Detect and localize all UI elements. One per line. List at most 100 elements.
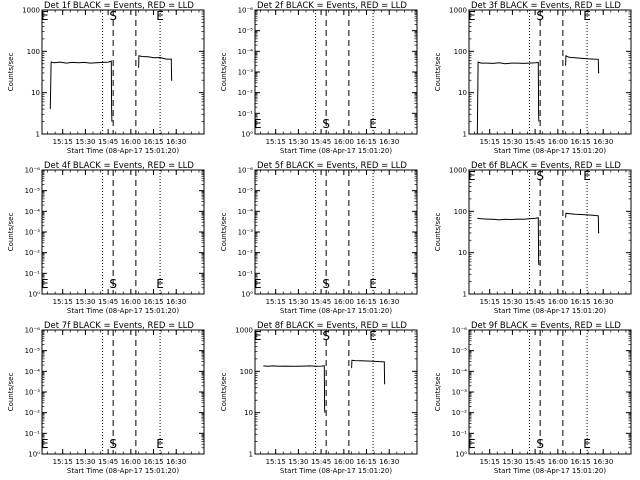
x-tick-label: 16:15 — [143, 298, 163, 306]
panel-title: Det 2f BLACK = Events, RED = LLD — [257, 1, 407, 11]
x-tick-label: 16:30 — [166, 298, 186, 306]
series-line — [565, 212, 600, 234]
detector-panel-1: Det 1f BLACK = Events, RED = LLD 1 10 100 10… — [7, 1, 205, 155]
panel-title: Det 7f BLACK = Events, RED = LLD — [44, 321, 194, 331]
time-marker-e: E — [583, 9, 591, 23]
x-tick-label: 15:15 — [266, 138, 286, 146]
x-tick-label: 16:15 — [570, 138, 590, 146]
y-axis-label: Counts/sec — [434, 53, 442, 92]
x-tick-label: 15:30 — [75, 138, 95, 146]
time-marker-e: E — [41, 9, 49, 23]
x-tick-label: 15:45 — [98, 138, 118, 146]
x-tick-label: 15:30 — [288, 458, 308, 466]
x-tick-label: 15:15 — [266, 298, 286, 306]
x-tick-label: 16:00 — [548, 138, 568, 146]
time-marker-e: E — [369, 117, 377, 131]
y-tick-label: 1 — [463, 131, 467, 139]
y-tick-label: 10⁻³ — [25, 229, 41, 237]
series-line — [263, 365, 326, 413]
time-marker-e: E — [583, 437, 591, 451]
y-axis-label: Counts/sec — [220, 373, 228, 412]
x-tick-label: 15:30 — [502, 138, 522, 146]
x-tick-label: 16:15 — [356, 458, 376, 466]
series-line — [49, 60, 113, 122]
x-tick-label: 16:15 — [356, 138, 376, 146]
y-tick-label: 1000 — [449, 7, 467, 15]
y-tick-label: 10⁻¹ — [25, 270, 41, 278]
panel-title: Det 3f BLACK = Events, RED = LLD — [471, 1, 621, 11]
y-tick-label: 10⁰ — [241, 131, 253, 139]
x-axis-label: Start Time (08-Apr-17 15:01:20) — [494, 467, 606, 475]
x-tick-label: 15:30 — [288, 298, 308, 306]
y-tick-label: 1 — [249, 451, 253, 459]
y-tick-label: 10⁻⁴ — [452, 368, 468, 376]
panel-title: Det 4f BLACK = Events, RED = LLD — [44, 161, 194, 171]
plot-frame — [41, 169, 205, 295]
x-tick-label: 15:45 — [311, 458, 331, 466]
time-marker-e: E — [254, 277, 262, 291]
y-tick-label: 1000 — [449, 167, 467, 175]
x-tick-label: 15:30 — [502, 298, 522, 306]
y-tick-label: 10⁻⁵ — [25, 187, 41, 195]
x-axis-label: Start Time (08-Apr-17 15:01:20) — [494, 147, 606, 155]
time-marker-s: S — [322, 329, 330, 343]
plot-frame — [254, 329, 418, 455]
detector-panel-7: Det 7f BLACK = Events, RED = LLD 10⁰ 10⁻¹ 1… — [7, 321, 205, 475]
time-marker-e: E — [41, 277, 49, 291]
y-tick-label: 10⁻⁵ — [452, 347, 468, 355]
time-marker-e: E — [156, 277, 164, 291]
y-tick-label: 10⁻¹ — [25, 430, 41, 438]
time-marker-e: E — [254, 329, 262, 343]
series-line — [477, 217, 540, 266]
y-tick-label: 100 — [27, 48, 40, 56]
panel-title: Det 8f BLACK = Events, RED = LLD — [257, 321, 407, 331]
time-marker-s: S — [322, 277, 330, 291]
time-marker-s: S — [322, 117, 330, 131]
y-tick-label: 10⁻⁴ — [238, 208, 254, 216]
detector-panel-6: Det 6f BLACK = Events, RED = LLD 1 10 100 10… — [434, 161, 632, 315]
panel-title: Det 1f BLACK = Events, RED = LLD — [44, 1, 194, 11]
detector-panel-4: Det 4f BLACK = Events, RED = LLD 10⁰ 10⁻¹ 1… — [7, 161, 205, 315]
y-axis-label: Counts/sec — [7, 53, 15, 92]
y-tick-label: 10⁻³ — [452, 389, 468, 397]
time-marker-s: S — [536, 437, 544, 451]
series-line — [476, 61, 540, 135]
x-axis-label: Start Time (08-Apr-17 15:01:20) — [280, 467, 392, 475]
x-axis-label: Start Time (08-Apr-17 15:01:20) — [280, 147, 392, 155]
x-tick-label: 15:15 — [480, 298, 500, 306]
plot-frame — [254, 169, 418, 295]
time-marker-s: S — [536, 9, 544, 23]
plot-frame — [254, 9, 418, 135]
y-tick-label: 10⁻² — [452, 409, 468, 417]
y-tick-label: 1000 — [22, 7, 40, 15]
x-tick-label: 15:15 — [266, 458, 286, 466]
x-tick-label: 16:00 — [121, 138, 141, 146]
y-tick-label: 10 — [31, 89, 40, 97]
series-line — [351, 359, 386, 385]
x-tick-label: 16:30 — [593, 138, 613, 146]
y-tick-label: 1000 — [235, 327, 253, 335]
y-tick-label: 10⁻² — [238, 89, 254, 97]
x-tick-label: 15:30 — [75, 458, 95, 466]
y-tick-label: 10⁻¹ — [452, 430, 468, 438]
time-marker-e: E — [369, 329, 377, 343]
x-tick-label: 16:30 — [593, 458, 613, 466]
y-tick-label: 10⁻³ — [238, 229, 254, 237]
x-tick-label: 15:15 — [53, 458, 73, 466]
y-tick-label: 100 — [454, 208, 467, 216]
y-tick-label: 10⁻⁶ — [25, 167, 41, 175]
plot-frame — [41, 329, 205, 455]
y-tick-label: 1 — [36, 131, 40, 139]
x-tick-label: 16:30 — [166, 458, 186, 466]
time-marker-e: E — [369, 277, 377, 291]
x-tick-label: 16:30 — [166, 138, 186, 146]
x-axis-label: Start Time (08-Apr-17 15:01:20) — [67, 467, 179, 475]
y-tick-label: 10⁻⁶ — [238, 7, 254, 15]
y-tick-label: 10⁻¹ — [238, 110, 254, 118]
detector-panel-2: Det 2f BLACK = Events, RED = LLD 10⁰ 10⁻¹ 1… — [220, 1, 418, 155]
x-tick-label: 15:15 — [53, 298, 73, 306]
time-marker-e: E — [468, 437, 476, 451]
y-tick-label: 10⁻⁵ — [238, 27, 254, 35]
y-tick-label: 100 — [454, 48, 467, 56]
x-tick-label: 15:45 — [525, 298, 545, 306]
